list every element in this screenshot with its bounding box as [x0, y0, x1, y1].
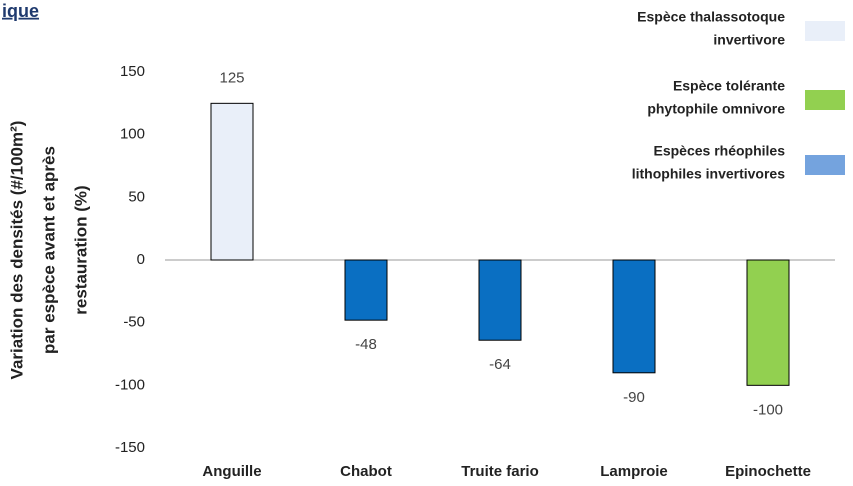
legend-swatch: [805, 90, 845, 110]
bar: [746, 259, 790, 386]
legend-label: Espèces rhéophiles: [653, 143, 785, 159]
legend-label: Espèce tolérante: [673, 78, 785, 94]
x-tick-label: Epinochette: [725, 463, 811, 480]
y-tick-label: 0: [137, 251, 145, 268]
chart-title: ique: [2, 1, 39, 21]
x-tick-label: Chabot: [340, 463, 392, 480]
x-tick-label: Truite fario: [461, 463, 539, 480]
y-tick-label: 150: [120, 63, 145, 80]
y-tick-label: -150: [115, 439, 145, 456]
data-label: -48: [355, 336, 377, 353]
legend-label: Espèce thalassotoque: [637, 9, 785, 25]
bar: [612, 259, 656, 374]
legend-swatch: [805, 21, 845, 41]
x-tick-label: Lamproie: [600, 463, 668, 480]
y-tick-label: -50: [123, 314, 145, 331]
y-tick-label: 100: [120, 126, 145, 143]
bar: [344, 259, 388, 321]
bar: [210, 102, 254, 261]
data-label: 125: [219, 69, 244, 86]
x-tick-label: Anguille: [202, 463, 261, 480]
y-axis-label: par espèce avant et après: [39, 146, 58, 354]
data-label: -100: [753, 401, 783, 418]
data-label: -90: [623, 389, 645, 406]
legend-label: lithophiles invertivores: [632, 166, 785, 182]
y-tick-label: -100: [115, 376, 145, 393]
legend-label: phytophile omnivore: [647, 101, 785, 117]
y-axis-label: Variation des densités (#/100m²): [7, 121, 26, 380]
legend-label: invertivore: [713, 32, 785, 48]
legend-swatch: [805, 155, 845, 175]
y-axis-label: restauration (%): [71, 185, 90, 314]
y-tick-label: 50: [128, 188, 145, 205]
data-label: -64: [489, 356, 511, 373]
bar: [478, 259, 522, 341]
